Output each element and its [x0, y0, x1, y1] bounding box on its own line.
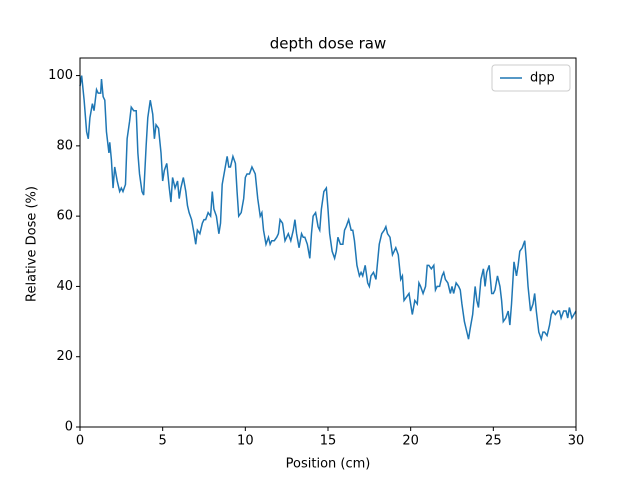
y-tick-label: 60 [56, 209, 73, 224]
x-tick-label: 0 [76, 434, 84, 449]
legend-box [491, 64, 571, 92]
y-tick-label: 100 [48, 68, 73, 83]
x-tick-label: 30 [568, 434, 585, 449]
y-tick-label: 40 [56, 279, 73, 294]
legend-label: dpp [530, 71, 555, 86]
y-axis-label: Relative Dose (%) [25, 186, 40, 302]
x-tick-label: 10 [237, 434, 254, 449]
data-line [79, 75, 577, 342]
x-tick-label: 20 [402, 434, 419, 449]
plot-frame [79, 57, 577, 428]
y-tick-label: 0 [65, 420, 73, 435]
y-tick-label: 20 [56, 349, 73, 364]
x-axis-label: Position (cm) [286, 457, 371, 472]
y-tick-label: 80 [56, 138, 73, 153]
chart-title: depth dose raw [270, 35, 387, 53]
x-tick-label: 25 [485, 434, 502, 449]
x-tick-label: 5 [159, 434, 167, 449]
x-tick-label: 15 [320, 434, 337, 449]
